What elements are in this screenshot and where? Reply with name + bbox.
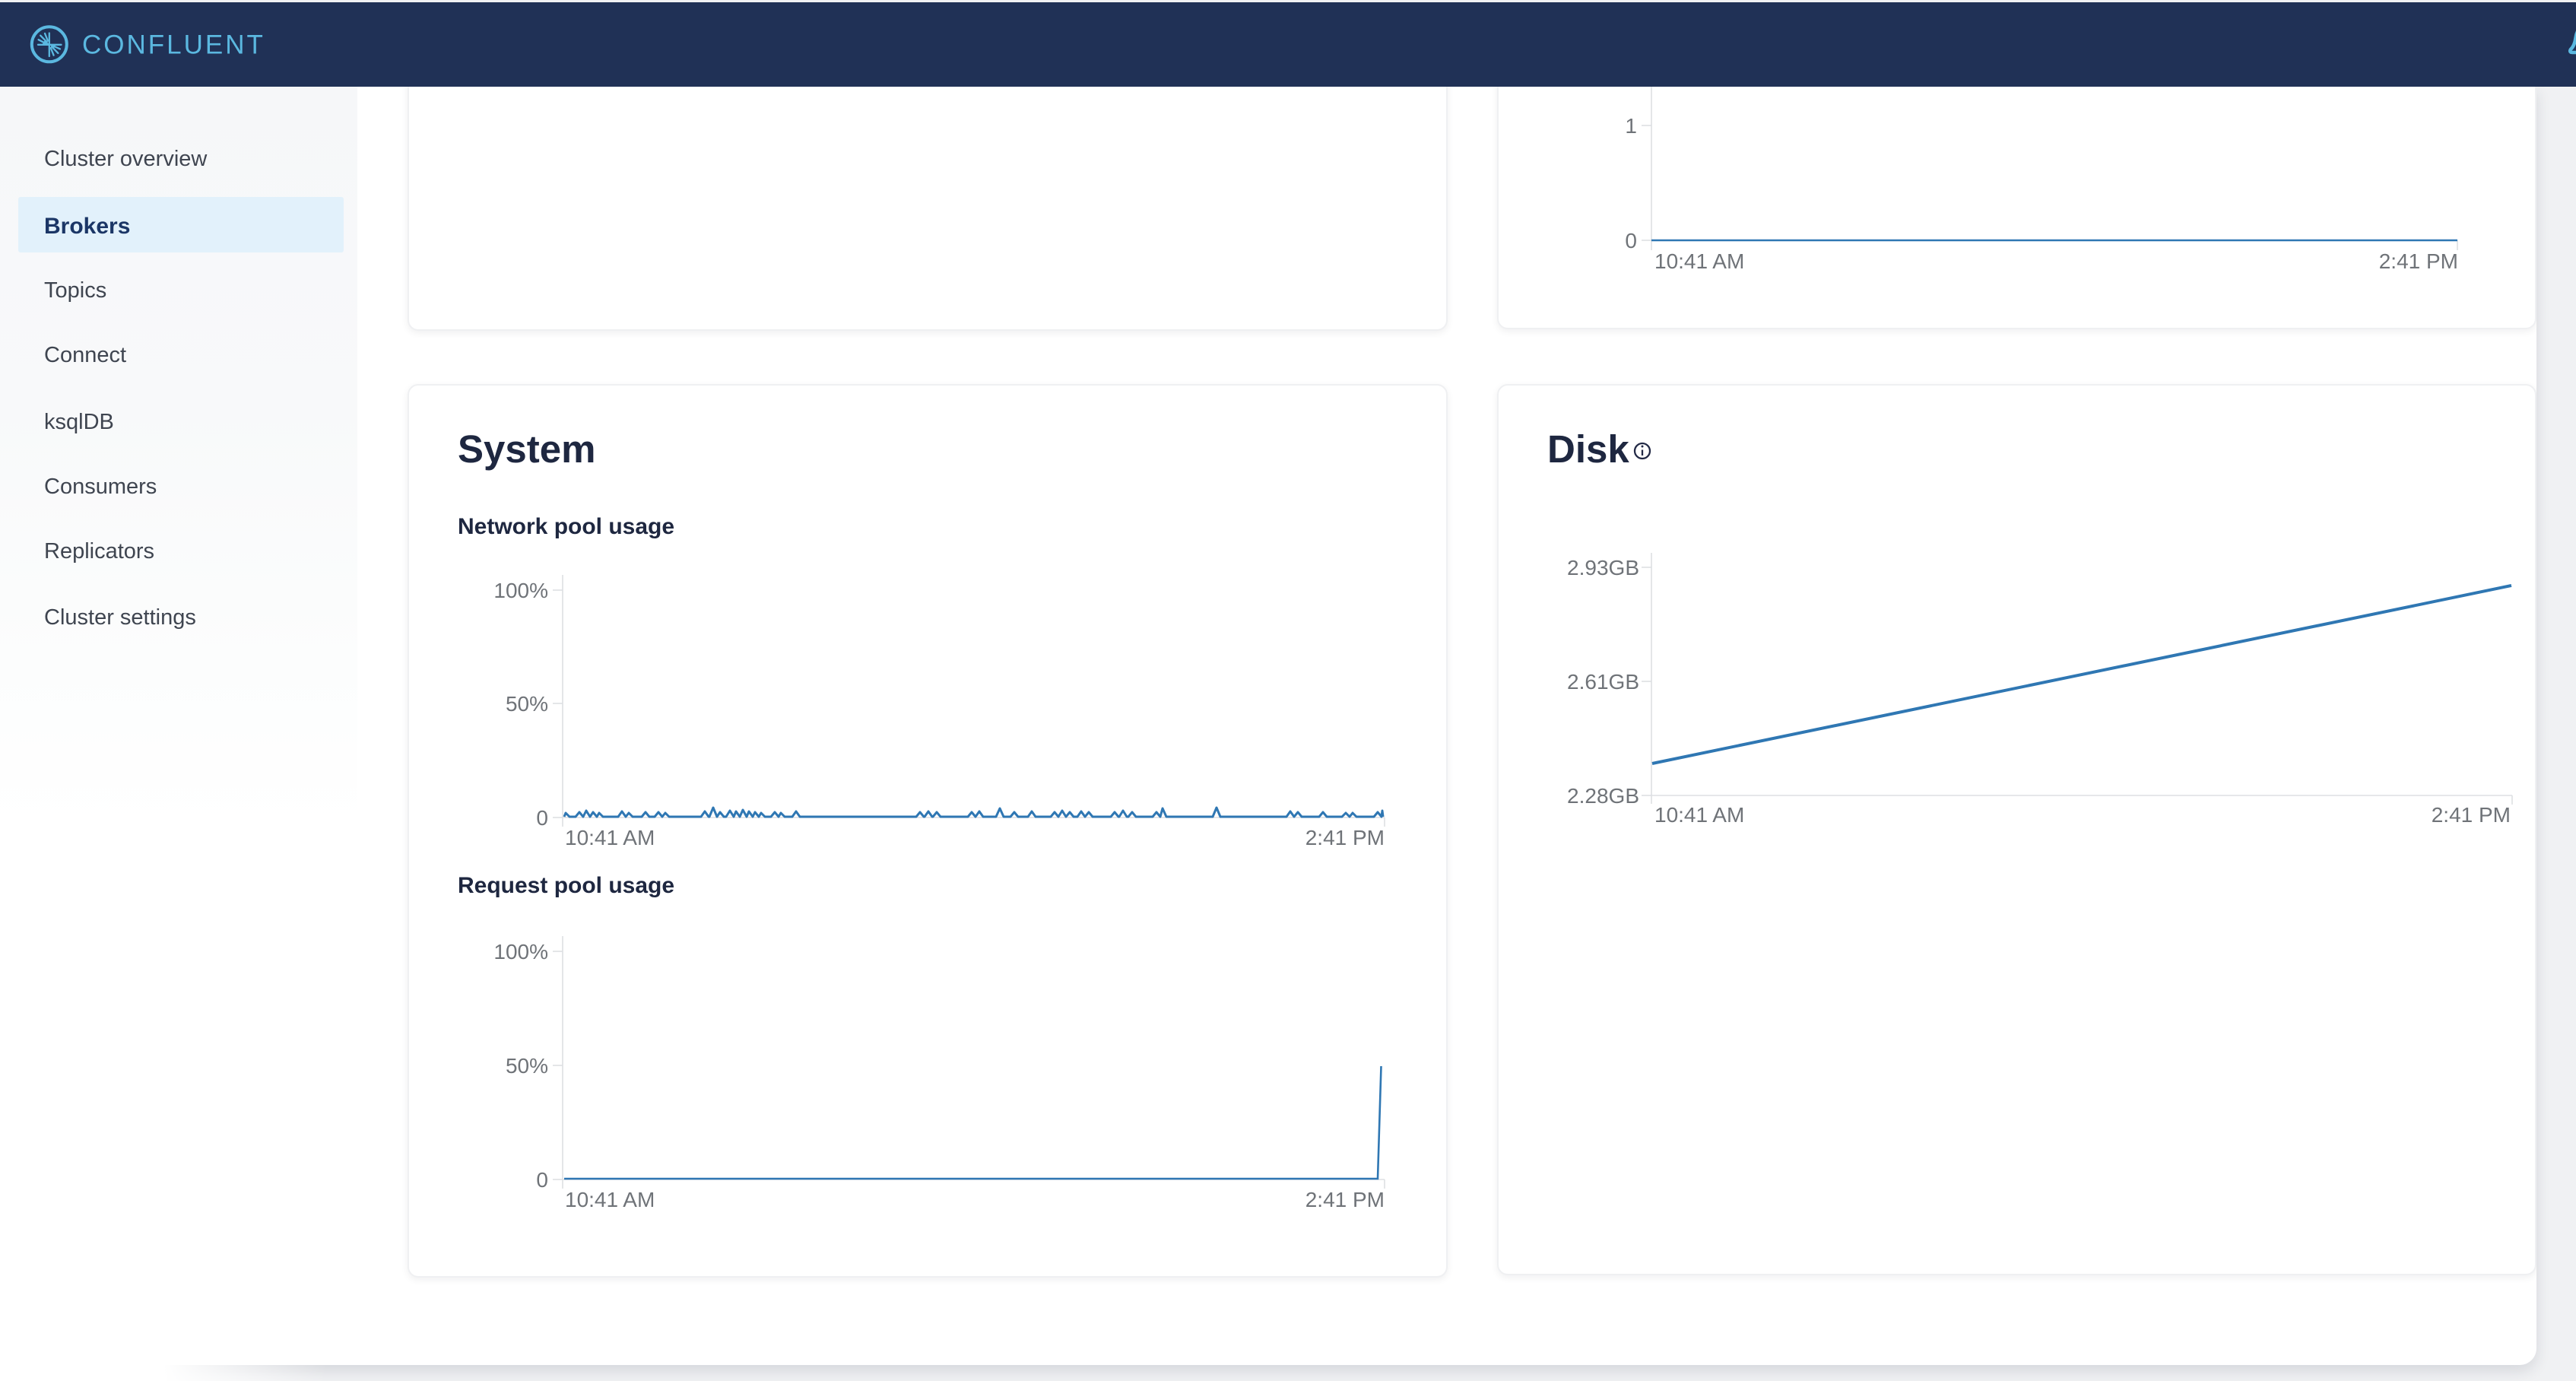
svg-text:System: System <box>458 427 595 471</box>
svg-text:Cluster settings: Cluster settings <box>44 605 196 630</box>
svg-text:Replicators: Replicators <box>44 539 154 564</box>
svg-text:0: 0 <box>1625 229 1637 252</box>
svg-text:2.28GB: 2.28GB <box>1567 784 1639 808</box>
svg-text:2:41 PM: 2:41 PM <box>2432 803 2511 827</box>
svg-text:Network pool usage: Network pool usage <box>458 514 674 539</box>
svg-text:100%: 100% <box>493 579 548 602</box>
svg-text:2:41 PM: 2:41 PM <box>1305 826 1385 849</box>
svg-text:50%: 50% <box>506 1054 548 1078</box>
svg-text:10:41 AM: 10:41 AM <box>1654 249 1744 273</box>
svg-text:100%: 100% <box>493 940 548 964</box>
svg-text:10:41 AM: 10:41 AM <box>565 826 655 849</box>
svg-text:ksqlDB: ksqlDB <box>44 410 114 434</box>
svg-text:50%: 50% <box>506 692 548 716</box>
svg-text:Connect: Connect <box>44 343 126 367</box>
svg-text:Consumers: Consumers <box>44 475 157 499</box>
svg-text:2:41 PM: 2:41 PM <box>1305 1188 1385 1211</box>
svg-text:10:41 AM: 10:41 AM <box>565 1188 655 1211</box>
svg-text:Disk: Disk <box>1547 427 1629 471</box>
svg-text:Brokers: Brokers <box>44 214 130 239</box>
svg-text:Cluster overview: Cluster overview <box>44 147 208 171</box>
svg-text:CONFLUENT: CONFLUENT <box>82 30 265 60</box>
svg-text:10:41 AM: 10:41 AM <box>1654 803 1744 827</box>
svg-text:2.93GB: 2.93GB <box>1567 556 1639 579</box>
svg-text:0: 0 <box>536 806 548 830</box>
svg-text:Request pool usage: Request pool usage <box>458 873 674 898</box>
svg-text:1: 1 <box>1625 114 1637 138</box>
svg-text:Topics: Topics <box>44 278 106 303</box>
svg-text:2.61GB: 2.61GB <box>1567 670 1639 694</box>
svg-text:2:41 PM: 2:41 PM <box>2379 249 2458 273</box>
svg-text:0: 0 <box>536 1168 548 1192</box>
